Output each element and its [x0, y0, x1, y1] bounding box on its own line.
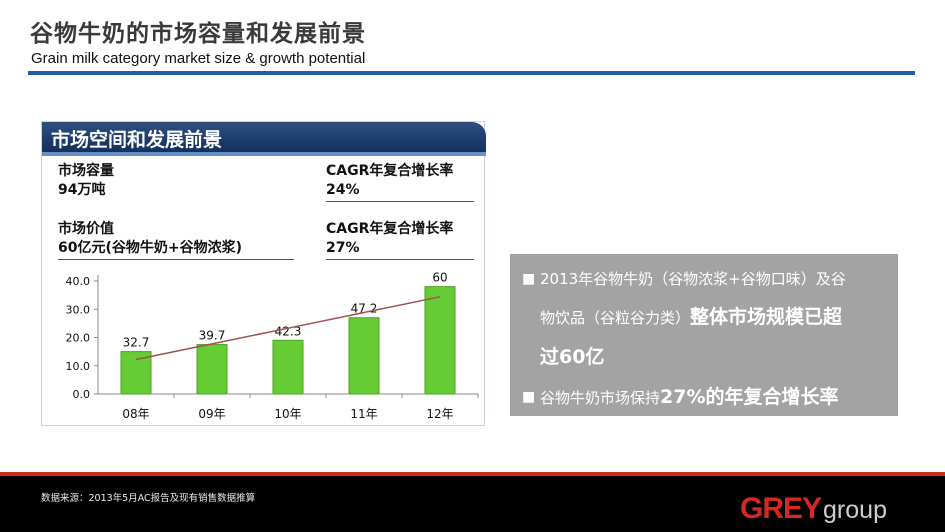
title-divider	[28, 71, 915, 75]
stat-value: 60亿元(谷物牛奶+谷物浓浆)	[58, 240, 243, 256]
stat-underline	[326, 201, 474, 202]
bar-1	[120, 351, 152, 395]
y-tick-label: 40.0	[66, 275, 91, 288]
info-text-line: 物饮品（谷粒谷力类）整体市场规模已超	[540, 302, 842, 329]
x-tick-label: 08年	[122, 407, 149, 421]
x-tick-label: 10年	[274, 407, 301, 421]
bar-4	[348, 317, 380, 395]
trend-line	[135, 296, 441, 361]
info-text-line: 谷物牛奶市场保持27%的年复合增长率	[540, 382, 839, 409]
logo-grey: GREY	[740, 492, 822, 525]
page-title: 谷物牛奶的市场容量和发展前景	[30, 21, 366, 47]
stat-label: CAGR年复合增长率	[326, 163, 454, 179]
footer-divider	[0, 472, 945, 476]
bullet-icon: ■	[522, 271, 536, 287]
bar-3	[272, 339, 304, 395]
stat-market-volume: 市场容量 94万吨	[58, 162, 114, 200]
stat-underline	[326, 259, 474, 260]
data-source-note: 数据来源：2013年5月AC报告及现有销售数据推算	[41, 493, 256, 504]
stat-value: 27%	[326, 240, 360, 256]
bullet-icon: ■	[522, 389, 536, 405]
panel-header: 市场空间和发展前景	[42, 122, 486, 152]
panel-title: 市场空间和发展前景	[51, 129, 223, 151]
stat-volume-cagr: CAGR年复合增长率 24%	[326, 162, 453, 200]
stat-label: 市场容量	[58, 163, 114, 179]
data-label: 32.7	[123, 336, 150, 350]
y-tick-label: 0.0	[73, 388, 91, 401]
info-text-line: 过60亿	[540, 342, 604, 369]
bar-5	[424, 286, 456, 395]
stat-label: CAGR年复合增长率	[326, 221, 454, 237]
info-highlight: 27%的年复合增长率	[660, 386, 839, 408]
y-tick-label: 10.0	[66, 360, 91, 373]
x-tick-label: 09年	[198, 407, 225, 421]
info-text: 谷物牛奶市场保持	[540, 389, 661, 407]
stat-value: 94万吨	[58, 182, 106, 198]
info-box: ■ 2013年谷物牛奶（谷物浓浆+谷物口味）及谷 物饮品（谷粒谷力类）整体市场规…	[510, 254, 898, 416]
info-text: 物饮品（谷粒谷力类）	[540, 309, 691, 327]
bar-2	[196, 344, 228, 395]
data-label: 47.2	[351, 302, 378, 316]
stat-value-cagr: CAGR年复合增长率 27%	[326, 220, 453, 258]
stat-underline	[58, 259, 294, 260]
logo-group: group	[823, 496, 887, 524]
data-label: 42.3	[275, 324, 302, 338]
info-highlight: 整体市场规模已超	[690, 306, 843, 328]
stat-label: 市场价值	[58, 221, 114, 237]
info-text-line: 2013年谷物牛奶（谷物浓浆+谷物口味）及谷	[540, 270, 846, 288]
data-label: 60	[432, 271, 447, 285]
y-tick-label: 20.0	[66, 332, 91, 345]
stat-value: 24%	[326, 182, 360, 198]
y-tick-label: 30.0	[66, 303, 91, 316]
stat-market-value: 市场价值 60亿元(谷物牛奶+谷物浓浆)	[58, 220, 242, 258]
data-label: 39.7	[199, 329, 226, 343]
page-subtitle: Grain milk category market size & growth…	[31, 50, 366, 67]
info-highlight: 过60亿	[540, 346, 605, 368]
x-tick-label: 11年	[350, 407, 377, 421]
footer-bar: 数据来源：2013年5月AC报告及现有销售数据推算 GREYgroup	[0, 472, 945, 532]
market-panel: 市场空间和发展前景 市场容量 94万吨 CAGR年复合增长率 24% 市场价值 …	[41, 121, 486, 426]
panel-header-stripe	[42, 152, 486, 156]
grey-group-logo: GREYgroup	[740, 492, 887, 526]
x-tick-label: 12年	[426, 407, 453, 421]
market-bar-chart: 0.0 10.0 20.0 30.0 40.0 08年 32.7 09年 39.7 10年 42.3…	[66, 271, 479, 421]
